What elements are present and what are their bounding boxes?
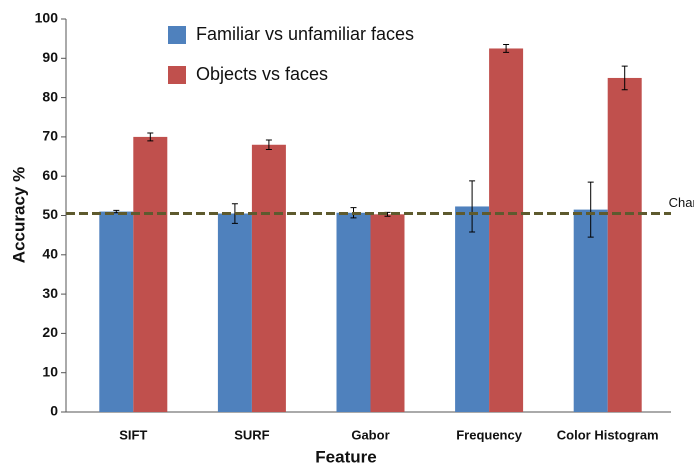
bar [251, 144, 286, 412]
bar [370, 214, 405, 412]
bar [133, 136, 168, 412]
error-bar [587, 181, 594, 238]
error-bar [621, 65, 628, 91]
y-tick-label: 20 [42, 324, 58, 340]
y-tick-label: 90 [42, 49, 58, 65]
error-bar [147, 132, 154, 142]
bar [217, 213, 252, 412]
x-axis-title: Feature [315, 447, 376, 466]
y-tick-label: 10 [42, 363, 58, 379]
error-bar [503, 44, 510, 53]
x-tick-label: SIFT [119, 427, 147, 442]
x-tick-label: Color Histogram [557, 427, 659, 442]
bar [455, 206, 490, 412]
y-tick-label: 40 [42, 246, 58, 262]
bar [99, 211, 134, 412]
legend-swatch [168, 26, 186, 44]
x-tick-label: SURF [234, 427, 269, 442]
legend-swatch [168, 66, 186, 84]
error-bar [231, 203, 238, 224]
bar [573, 209, 608, 412]
y-tick-label: 70 [42, 128, 58, 144]
legend-label: Objects vs faces [196, 64, 328, 84]
bar [489, 48, 524, 412]
y-tick-label: 80 [42, 88, 58, 104]
y-axis-title: Accuracy % [9, 167, 28, 263]
y-tick-label: 50 [42, 206, 58, 222]
error-bar [265, 139, 272, 150]
x-tick-label: Gabor [351, 427, 389, 442]
bar [336, 212, 371, 412]
legend-label: Familiar vs unfamiliar faces [196, 24, 414, 44]
y-tick-label: 100 [35, 10, 59, 26]
y-tick-label: 30 [42, 285, 58, 301]
bar [607, 77, 642, 412]
annotation: Chance [669, 195, 694, 210]
error-bar [469, 180, 476, 233]
x-tick-label: Frequency [456, 427, 523, 442]
y-tick-label: 0 [50, 403, 58, 419]
y-tick-label: 60 [42, 167, 58, 183]
